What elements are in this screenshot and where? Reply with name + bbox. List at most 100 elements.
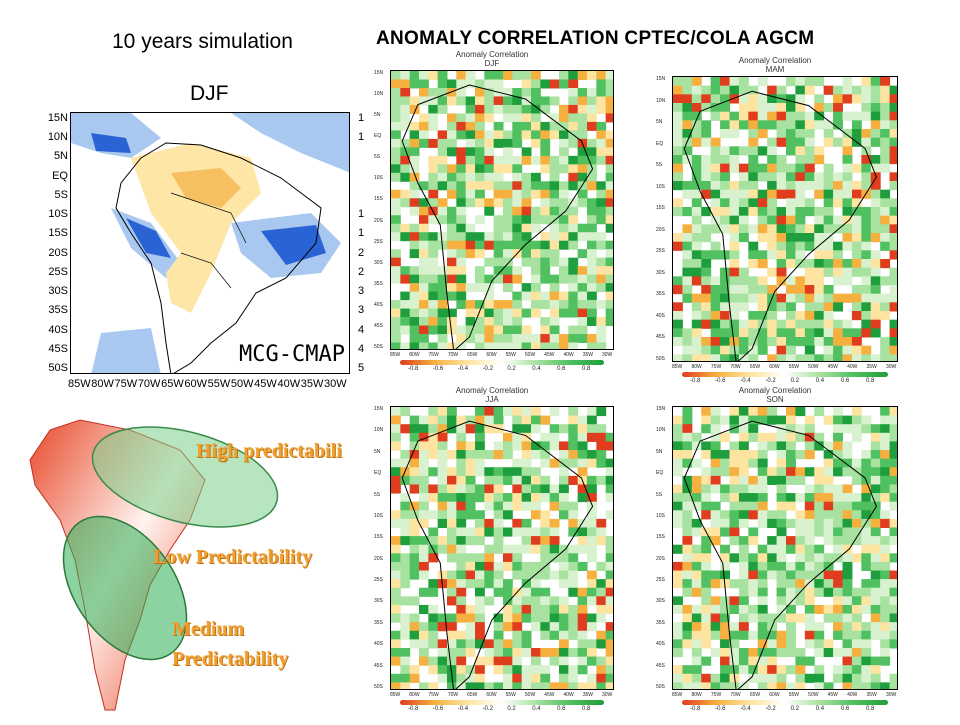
correlation-cell: [701, 639, 712, 649]
correlation-cell: [605, 87, 613, 97]
correlation-cell: [605, 493, 613, 503]
correlation-cell: [409, 104, 420, 114]
panel-lon-label: 50W: [524, 352, 536, 358]
correlation-cell: [540, 682, 551, 689]
correlation-cell: [738, 103, 749, 113]
correlation-cell: [682, 441, 693, 451]
correlation-cell: [493, 484, 504, 494]
correlation-cell: [503, 450, 513, 460]
correlation-cell: [767, 432, 778, 442]
panel-lat-label: 15S: [656, 534, 665, 541]
correlation-cell: [691, 77, 702, 87]
correlation-cell: [568, 308, 579, 318]
correlation-cell: [419, 334, 429, 344]
correlation-cell: [559, 155, 569, 165]
correlation-cell: [428, 527, 439, 537]
correlation-cell: [833, 415, 843, 425]
correlation-cell: [729, 493, 740, 503]
correlation-cell: [484, 415, 495, 425]
correlation-cell: [447, 510, 457, 520]
correlation-cell: [559, 656, 569, 666]
correlation-cell: [512, 467, 523, 477]
correlation-cell: [596, 325, 607, 335]
correlation-cell: [540, 493, 551, 503]
correlation-cell: [605, 198, 613, 208]
panel-title: Anomaly Correlation DJF: [368, 50, 616, 68]
correlation-cell: [465, 475, 476, 485]
correlation-cell: [391, 647, 401, 658]
correlation-cell: [776, 302, 787, 312]
correlation-cell: [738, 510, 749, 520]
correlation-cell: [757, 544, 768, 554]
correlation-cell: [842, 656, 853, 666]
correlation-cell: [447, 493, 457, 503]
correlation-cell: [833, 579, 843, 589]
correlation-cell: [400, 510, 411, 520]
correlation-cell: [757, 250, 768, 260]
correlation-cell: [701, 630, 712, 640]
correlation-cell: [701, 120, 712, 130]
correlation-cell: [673, 493, 683, 503]
correlation-cell: [682, 450, 693, 460]
panel-lat-label: 20S: [374, 217, 383, 224]
correlation-cell: [720, 527, 730, 537]
correlation-cell: [757, 630, 768, 640]
correlation-cell: [577, 561, 588, 572]
panel-map: [672, 76, 898, 362]
correlation-cell: [823, 536, 834, 546]
correlation-cell: [419, 317, 429, 327]
correlation-cell: [729, 215, 740, 225]
correlation-cell: [870, 328, 881, 338]
correlation-cell: [833, 328, 843, 338]
correlation-cell: [701, 337, 712, 347]
correlation-cell: [833, 407, 843, 417]
correlation-cell: [559, 189, 569, 199]
correlation-cell: [710, 163, 721, 173]
correlation-cell: [795, 647, 806, 658]
correlation-cell: [521, 181, 532, 191]
correlation-cell: [833, 111, 843, 121]
correlation-cell: [673, 111, 683, 121]
correlation-cell: [720, 596, 730, 606]
correlation-cell: [419, 291, 429, 301]
correlation-cell: [748, 146, 759, 156]
correlation-cell: [531, 71, 541, 80]
correlation-cell: [391, 274, 401, 284]
correlation-cell: [409, 501, 420, 511]
correlation-cell: [795, 94, 806, 104]
correlation-cell: [475, 96, 485, 106]
correlation-cell: [701, 604, 712, 615]
correlation-cell: [738, 189, 749, 199]
correlation-cell: [738, 570, 749, 580]
correlation-cell: [475, 164, 485, 174]
correlation-cell: [484, 87, 495, 97]
correlation-cell: [587, 647, 597, 658]
correlation-cell: [465, 155, 476, 165]
correlation-cell: [786, 120, 796, 130]
correlation-cell: [842, 415, 853, 425]
djf-lon-label: 55W: [207, 378, 231, 390]
correlation-cell: [814, 241, 825, 251]
correlation-cell: [729, 111, 740, 121]
correlation-cell: [419, 458, 429, 468]
correlation-cell: [493, 79, 504, 89]
correlation-cell: [673, 579, 683, 589]
correlation-cell: [748, 129, 759, 139]
correlation-cell: [521, 647, 532, 658]
correlation-cell: [400, 579, 411, 589]
correlation-cell: [880, 458, 891, 468]
correlation-cell: [795, 137, 806, 147]
correlation-cell: [786, 172, 796, 182]
correlation-cell: [738, 198, 749, 208]
correlation-cell: [767, 285, 778, 295]
correlation-cell: [465, 493, 476, 503]
correlation-cell: [786, 604, 796, 615]
correlation-cell: [456, 223, 467, 233]
djf-right-fragment: 3: [358, 285, 365, 298]
correlation-cell: [409, 441, 420, 451]
correlation-cell: [814, 587, 825, 597]
correlation-cell: [521, 441, 532, 451]
correlation-cell: [776, 458, 787, 468]
correlation-cell: [400, 300, 411, 310]
panel-lon-label: 55W: [788, 692, 799, 698]
